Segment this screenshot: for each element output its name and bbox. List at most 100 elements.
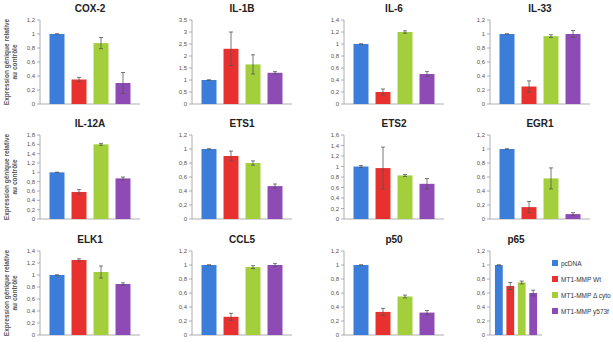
error-cap xyxy=(571,215,575,216)
y-tick xyxy=(487,265,490,266)
error-bar xyxy=(99,38,103,49)
y-tick xyxy=(189,279,192,280)
error-cap xyxy=(425,76,429,77)
panel: IL-12AExpression génique relativeau cont… xyxy=(3,118,140,222)
bar xyxy=(116,284,131,335)
error-cap xyxy=(505,34,509,35)
error-cap xyxy=(403,297,407,298)
panel: ETS200,20,40,60,811,21,41,6 xyxy=(331,118,444,222)
error-line xyxy=(79,190,80,195)
error-line xyxy=(383,89,384,95)
error-cap xyxy=(273,266,277,267)
error-cap xyxy=(505,34,509,35)
error-bar xyxy=(99,266,103,278)
error-line xyxy=(231,151,232,161)
error-bar xyxy=(121,177,125,180)
bar xyxy=(566,34,581,104)
y-tick xyxy=(487,335,490,336)
y-tick xyxy=(341,135,344,136)
error-line xyxy=(533,290,534,296)
y-tick xyxy=(487,293,490,294)
y-tick-label: 0,4 xyxy=(477,304,486,310)
y-tick-label: 0,2 xyxy=(331,206,340,212)
y-tick-label: 0,6 xyxy=(477,59,486,65)
error-bar xyxy=(505,34,509,35)
error-cap xyxy=(229,65,233,66)
error-bar xyxy=(273,264,277,267)
title: ETS2 xyxy=(381,118,406,129)
y-tick xyxy=(341,265,344,266)
y-tick-label: 0 xyxy=(184,101,188,107)
error-bar xyxy=(571,31,575,38)
y-tick xyxy=(341,187,344,188)
error-bar xyxy=(55,172,59,173)
error-bar xyxy=(273,184,277,188)
bar xyxy=(246,163,261,219)
title: IL-12A xyxy=(75,118,106,129)
error-cap xyxy=(207,149,211,150)
error-line xyxy=(427,311,428,315)
error-cap xyxy=(121,177,125,178)
y-tick-label: 0 xyxy=(336,216,340,222)
error-cap xyxy=(403,295,407,296)
y-tick-label: 1 xyxy=(184,262,188,268)
y-tick xyxy=(341,56,344,57)
y-tick xyxy=(487,251,490,252)
error-bar xyxy=(549,35,553,38)
y-tick-label: 1 xyxy=(32,272,36,278)
error-bar xyxy=(381,308,385,315)
bar xyxy=(398,297,413,336)
marks xyxy=(202,264,283,335)
y-label: Expression génique relativeau contrôle xyxy=(3,18,18,105)
title: CCL5 xyxy=(229,234,256,245)
y-tick xyxy=(487,321,490,322)
y-tick xyxy=(487,90,490,91)
error-line xyxy=(405,295,406,298)
error-line xyxy=(101,38,102,49)
title: ELK1 xyxy=(77,234,103,245)
y-tick-label: 0,2 xyxy=(179,318,188,324)
y-tick xyxy=(341,32,344,33)
y-tick xyxy=(37,200,40,201)
error-cap xyxy=(99,145,103,146)
error-cap xyxy=(527,212,531,213)
y-tick-label: 0,2 xyxy=(179,202,188,208)
error-bar xyxy=(77,190,81,195)
marks xyxy=(50,259,131,335)
title: IL-33 xyxy=(528,3,552,14)
y-tick xyxy=(341,293,344,294)
y-tick xyxy=(341,44,344,45)
error-cap xyxy=(207,265,211,266)
y-tick-label: 1,2 xyxy=(477,132,486,138)
error-line xyxy=(427,179,428,190)
marks xyxy=(354,265,435,335)
y-tick-label: 1,2 xyxy=(331,248,340,254)
y-tick xyxy=(487,177,490,178)
error-cap xyxy=(273,188,277,189)
y-tick xyxy=(189,307,192,308)
error-line xyxy=(101,266,102,278)
error-bar xyxy=(505,149,509,150)
error-bar xyxy=(99,143,103,145)
bar xyxy=(50,34,65,104)
error-bar xyxy=(77,259,81,261)
y-tick xyxy=(37,90,40,91)
bar xyxy=(50,172,65,219)
y-tick xyxy=(37,135,40,136)
error-line xyxy=(551,168,552,189)
error-bar xyxy=(251,161,255,165)
y-tick-label: 1 xyxy=(336,262,340,268)
error-cap xyxy=(359,265,363,266)
y-tick-label: 0,4 xyxy=(179,304,188,310)
bar xyxy=(354,167,369,220)
y-tick-label: 1,2 xyxy=(179,248,188,254)
y-tick xyxy=(189,191,192,192)
error-cap xyxy=(520,281,524,282)
y-tick-label: 1 xyxy=(482,31,486,37)
error-cap xyxy=(425,71,429,72)
error-bar xyxy=(531,290,535,296)
figure: COX-2Expression génique relativeau contr… xyxy=(0,0,613,349)
y-tick-label: 0,8 xyxy=(331,174,340,180)
bar xyxy=(420,313,435,335)
y-label-line: au contrôle xyxy=(11,159,18,194)
